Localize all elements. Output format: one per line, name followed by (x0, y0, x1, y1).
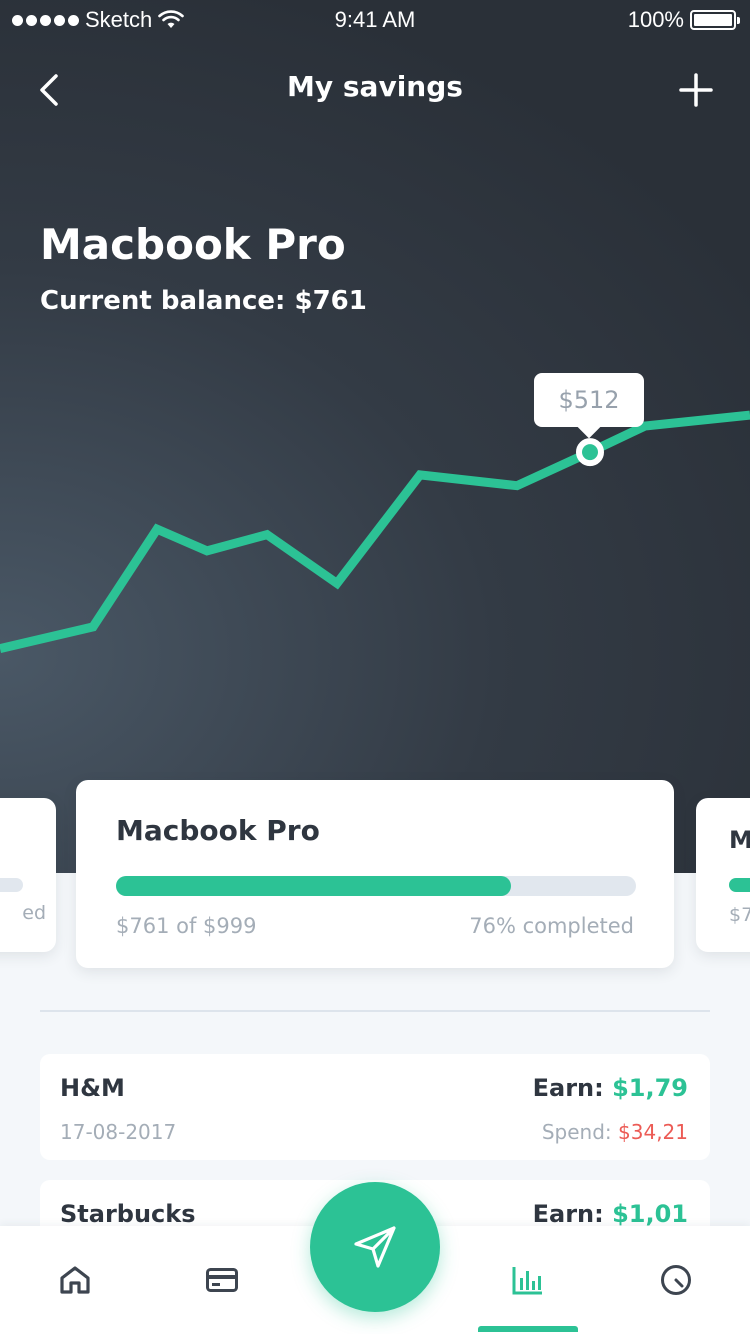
progress-text: ed (22, 902, 46, 924)
battery-percent: 100% (627, 7, 684, 32)
active-tab-indicator (478, 1326, 578, 1332)
goal-title: Macbook Pro (40, 220, 346, 269)
transaction-date: 17-08-2017 (60, 1120, 177, 1144)
progress-text: $7 (729, 904, 750, 926)
divider (40, 1010, 710, 1012)
signal-dots-icon (12, 14, 79, 26)
tab-home[interactable] (55, 1260, 95, 1300)
earn-value: $1,01 (612, 1200, 688, 1228)
merchant-name: H&M (60, 1074, 125, 1102)
battery-icon (690, 10, 740, 30)
hero-section: Sketch 9:41 AM 100% My savings Macbook P… (0, 0, 750, 873)
chart-value-tooltip: $512 (534, 373, 644, 427)
send-button[interactable] (310, 1182, 440, 1312)
goal-balance: Current balance: $761 (40, 286, 367, 316)
card-icon (206, 1268, 238, 1292)
progress-fill (116, 876, 512, 896)
merchant-name: Starbucks (60, 1200, 196, 1228)
spend-label: Spend: (541, 1120, 612, 1144)
send-icon (354, 1226, 396, 1268)
bar-chart-icon (512, 1267, 542, 1295)
status-time: 9:41 AM (334, 7, 416, 32)
transaction-row[interactable]: H&M 17-08-2017 Earn: $1,79 Spend: $34,21 (40, 1054, 710, 1160)
progress-percent: 76% completed (469, 914, 634, 938)
earn-label: Earn: (532, 1200, 604, 1228)
savings-card-name: Macbook Pro (116, 814, 320, 847)
progress-bar (116, 876, 636, 896)
status-bar: Sketch 9:41 AM 100% (0, 0, 750, 40)
tab-dashboard[interactable] (656, 1260, 696, 1300)
plus-icon[interactable] (678, 72, 714, 108)
earn-label: Earn: (532, 1074, 604, 1102)
wifi-icon (158, 10, 185, 28)
tab-stats[interactable] (508, 1260, 548, 1300)
progress-bar (0, 878, 23, 892)
savings-card-prev[interactable]: ed (0, 798, 56, 952)
earn-value: $1,79 (612, 1074, 688, 1102)
carrier-group: Sketch (12, 7, 185, 33)
chart-highlight-point[interactable] (576, 438, 604, 467)
chart-series-line (0, 410, 750, 653)
savings-line-chart (0, 410, 750, 653)
chevron-left-icon[interactable] (30, 70, 70, 110)
carrier-name: Sketch (85, 7, 153, 32)
progress-amount: $761 of $999 (116, 914, 257, 938)
gauge-icon (661, 1265, 691, 1295)
page-title: My savings (287, 70, 463, 103)
savings-card-main[interactable]: Macbook Pro $761 of $999 76% completed (76, 780, 674, 968)
savings-card-next[interactable]: Ma $7 (696, 798, 750, 952)
nav-bar: My savings (0, 60, 750, 120)
earn-amount: Earn: $1,01 (533, 1200, 688, 1228)
home-icon (60, 1266, 90, 1294)
tab-cards[interactable] (202, 1260, 242, 1300)
spend-amount: Spend: $34,21 (542, 1120, 688, 1144)
progress-bar (729, 878, 750, 892)
savings-card-name: Ma (729, 826, 750, 854)
battery-group: 100% (627, 7, 740, 33)
spend-value: $34,21 (618, 1120, 688, 1144)
earn-amount: Earn: $1,79 (533, 1074, 688, 1102)
